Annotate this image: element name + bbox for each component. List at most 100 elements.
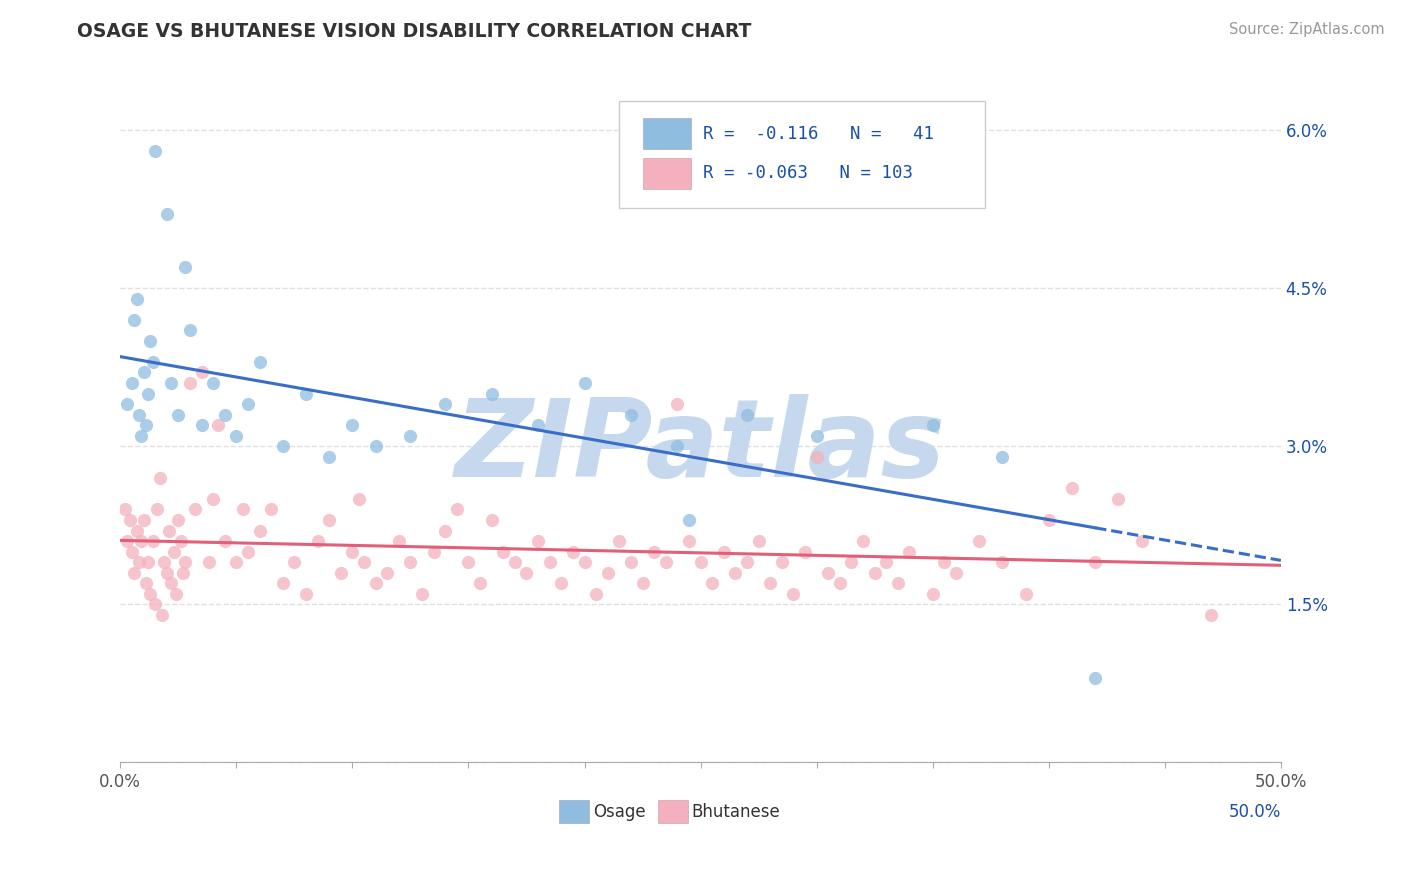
Text: Osage: Osage [593,803,645,821]
Point [411,587,433,601]
Point [852,534,875,549]
Point [121,544,143,558]
Text: R =  -0.116   N =   41: R = -0.116 N = 41 [703,125,934,143]
Point [643,544,665,558]
Point [117,397,139,411]
Point [806,428,828,442]
Point [991,555,1014,569]
Point [190,418,212,433]
Point [136,555,159,569]
Point [898,544,921,558]
Point [735,555,758,569]
Point [249,524,271,538]
Point [295,386,318,401]
Point [283,555,305,569]
Point [1014,587,1036,601]
Point [503,555,526,569]
Point [574,376,596,390]
Point [388,534,411,549]
Point [179,376,201,390]
Text: R = -0.063   N = 103: R = -0.063 N = 103 [703,164,912,182]
Point [364,576,387,591]
Point [399,555,422,569]
Point [375,566,398,580]
Point [197,555,219,569]
Point [620,555,643,569]
Point [620,408,643,422]
Point [122,313,145,327]
Point [318,513,340,527]
Point [991,450,1014,464]
Point [399,428,422,442]
Point [174,555,197,569]
Point [139,334,162,348]
FancyBboxPatch shape [560,800,589,823]
FancyBboxPatch shape [658,800,688,823]
Point [121,376,143,390]
Point [183,502,205,516]
Point [457,555,479,569]
Point [202,491,225,506]
FancyBboxPatch shape [620,102,986,208]
FancyBboxPatch shape [643,118,692,149]
Point [481,386,503,401]
Point [945,566,967,580]
Point [271,576,294,591]
Point [349,491,371,506]
Point [117,534,139,549]
Point [1038,513,1060,527]
Point [125,292,148,306]
Point [249,355,271,369]
Text: Bhutanese: Bhutanese [692,803,780,821]
Point [225,555,247,569]
Point [149,471,172,485]
Point [114,502,136,516]
Point [163,544,186,558]
Point [481,513,503,527]
Text: ZIPatlas: ZIPatlas [456,394,946,500]
Point [150,607,173,622]
Point [828,576,851,591]
Point [492,544,515,558]
Point [156,566,179,580]
Point [172,566,194,580]
Point [136,386,159,401]
Point [817,566,839,580]
Point [550,576,572,591]
Point [434,397,457,411]
Point [143,145,166,159]
Point [574,555,596,569]
Point [125,524,148,538]
Point [841,555,863,569]
Point [863,566,886,580]
Point [434,524,457,538]
Point [921,587,943,601]
Point [1084,555,1107,569]
Point [770,555,793,569]
Point [655,555,678,569]
Point [156,207,179,221]
Point [806,450,828,464]
Point [142,534,165,549]
Point [207,418,229,433]
Point [236,544,259,558]
Point [735,408,758,422]
Point [666,439,689,453]
Point [875,555,897,569]
Point [260,502,283,516]
Point [153,555,176,569]
Point [190,366,212,380]
Point [128,555,150,569]
Point [214,408,236,422]
Point [1107,491,1129,506]
Point [329,566,352,580]
Point [165,587,187,601]
Point [225,428,247,442]
Point [782,587,804,601]
Point [135,418,157,433]
Point [794,544,817,558]
Point [515,566,537,580]
Point [146,502,169,516]
Point [129,428,152,442]
Point [174,260,197,274]
